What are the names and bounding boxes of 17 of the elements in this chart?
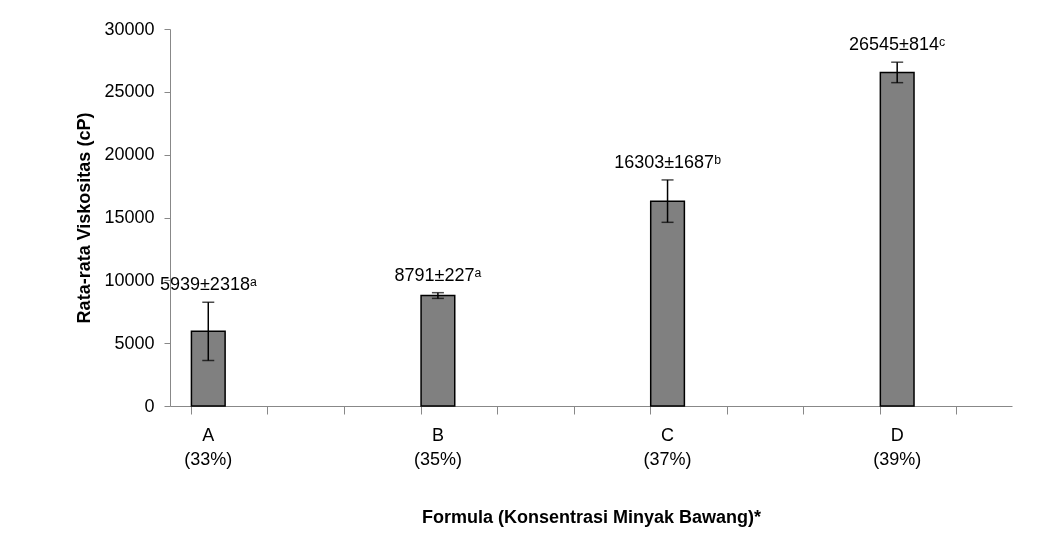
x-tick-label: A (33%) <box>184 424 233 469</box>
data-label: 5939±2318ᵃ <box>159 274 257 295</box>
y-tick-label: 5000 <box>114 332 155 353</box>
y-axis-title: Rata-rata Viskositas (cP) <box>74 112 95 324</box>
y-tick-label: 10000 <box>104 269 155 290</box>
x-axis-title: Formula (Konsentrasi Minyak Bawang)* <box>421 506 762 527</box>
y-tick-label: 0 <box>144 395 155 416</box>
data-label: 16303±1687ᵇ <box>614 151 722 172</box>
data-label: 8791±227ᵃ <box>394 264 482 285</box>
data-label: 26545±814ᶜ <box>849 34 946 55</box>
x-tick-label: B (35%) <box>413 424 462 469</box>
x-tick-label: C (37%) <box>643 424 692 469</box>
y-tick-label: 30000 <box>104 18 155 39</box>
y-tick-label: 25000 <box>104 81 155 102</box>
y-tick-label: 20000 <box>104 144 155 165</box>
x-tick-label: D (39%) <box>873 424 922 469</box>
y-tick-label: 15000 <box>104 207 155 227</box>
